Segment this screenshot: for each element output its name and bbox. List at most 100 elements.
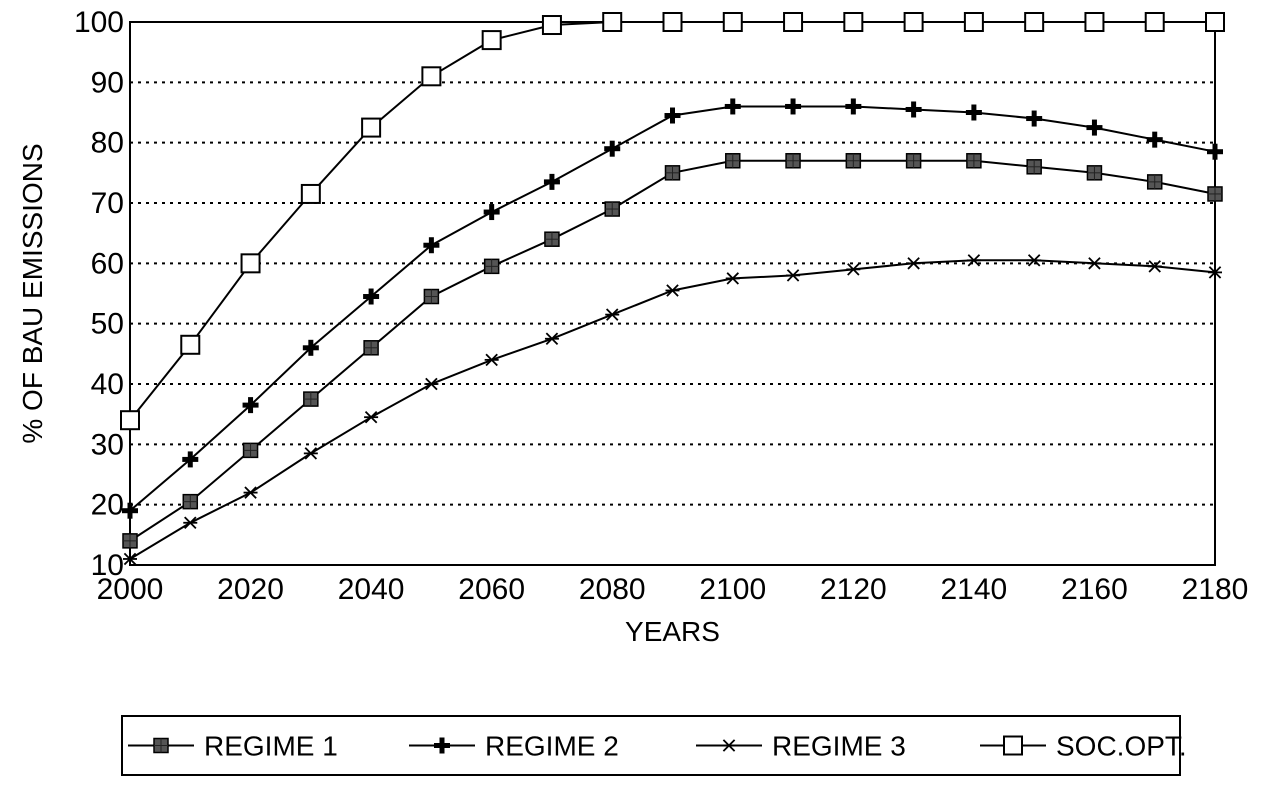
data-point: [123, 552, 137, 566]
data-point: [1146, 174, 1163, 190]
y-tick-label: 10: [91, 549, 124, 582]
x-tick-labels: 2000 2020 2040 2060 2080 2100 2120 2140 2160 2180: [97, 573, 1249, 606]
data-point: [243, 486, 258, 499]
data-point: [424, 377, 439, 391]
data-point: [725, 272, 740, 285]
data-point: [604, 140, 621, 157]
data-point: [122, 533, 138, 549]
series-line: [129, 259, 1216, 560]
y-tick-label: 30: [91, 428, 124, 461]
data-point: [602, 12, 623, 32]
x-tick-label: 2140: [941, 573, 1008, 606]
data-point: [725, 153, 741, 169]
data-point: [785, 98, 802, 115]
data-point: [783, 12, 804, 32]
data-point: [1027, 254, 1042, 267]
data-point: [183, 516, 198, 530]
data-point: [1208, 266, 1222, 279]
x-tick-label: 2020: [217, 573, 284, 606]
series-2: [122, 98, 1223, 519]
data-point: [724, 98, 741, 115]
data-point: [786, 269, 801, 282]
data-point: [662, 12, 683, 32]
data-point: [846, 263, 861, 276]
x-tick-label: 2120: [820, 573, 887, 606]
x-tick-label: 2160: [1061, 573, 1128, 606]
legend-label: REGIME 2: [485, 731, 619, 762]
data-point: [1084, 12, 1105, 32]
x-tick-label: 2000: [97, 573, 164, 606]
data-point: [303, 391, 319, 407]
data-point: [906, 257, 921, 270]
data-point: [543, 173, 560, 190]
data-point: [905, 101, 922, 118]
data-point: [240, 253, 261, 274]
series-1: [122, 153, 1223, 549]
data-point: [484, 353, 499, 367]
data-point: [242, 397, 259, 414]
data-point: [905, 153, 922, 169]
series-3: [123, 254, 1222, 566]
data-point: [361, 117, 382, 138]
data-point: [300, 183, 321, 204]
data-point: [122, 502, 138, 519]
data-point: [1147, 260, 1162, 273]
data-point: [180, 334, 201, 355]
data-point: [541, 15, 562, 36]
y-tick-label: 90: [91, 66, 124, 99]
legend-item: SOC.OPT.: [980, 731, 1187, 762]
x-tick-label: 2100: [699, 573, 766, 606]
data-point: [120, 410, 140, 431]
data-point: [364, 410, 379, 424]
data-point: [481, 30, 502, 51]
data-point: [1024, 12, 1045, 32]
data-point: [423, 288, 440, 305]
legend-box: [121, 715, 1181, 776]
x-axis-title: YEARS: [625, 616, 720, 647]
data-point: [421, 66, 442, 87]
data-point: [1087, 257, 1102, 270]
y-tick-label: 50: [91, 308, 124, 341]
legend-label: REGIME 3: [772, 731, 906, 762]
data-point: [664, 107, 681, 124]
data-point: [845, 153, 862, 169]
data-point: [1086, 165, 1103, 181]
data-point: [903, 12, 924, 32]
x-tick-label: 2060: [458, 573, 525, 606]
data-point: [604, 201, 620, 217]
data-point: [544, 332, 559, 345]
y-tick-label: 60: [91, 247, 124, 280]
data-point: [1146, 131, 1163, 148]
data-point: [1207, 143, 1223, 160]
data-point: [434, 737, 450, 754]
data-point: [423, 237, 440, 254]
data-point: [605, 308, 620, 321]
series-line: [129, 159, 1216, 542]
data-point: [242, 442, 259, 459]
data-point: [722, 739, 736, 752]
y-tick-label: 40: [91, 368, 124, 401]
data-point: [1026, 110, 1043, 127]
data-point: [722, 12, 743, 32]
data-point: [483, 258, 500, 275]
data-point: [544, 231, 560, 247]
data-point: [1207, 186, 1223, 202]
series-4: [120, 12, 1225, 431]
series-layer: [120, 12, 1225, 566]
data-point: [843, 12, 864, 32]
legend-label: REGIME 1: [204, 731, 338, 762]
legend-item: REGIME 3: [696, 731, 906, 762]
data-point: [182, 493, 199, 510]
data-point: [664, 165, 681, 181]
data-point: [785, 153, 801, 169]
data-point: [965, 104, 982, 121]
x-tick-label: 2080: [579, 573, 646, 606]
legend-item: REGIME 2: [409, 731, 619, 762]
data-point: [845, 98, 862, 115]
legend-label: SOC.OPT.: [1056, 731, 1187, 762]
data-point: [153, 737, 169, 754]
data-point: [1205, 12, 1225, 32]
grid-lines: [130, 81, 1215, 506]
data-point: [1003, 735, 1023, 756]
